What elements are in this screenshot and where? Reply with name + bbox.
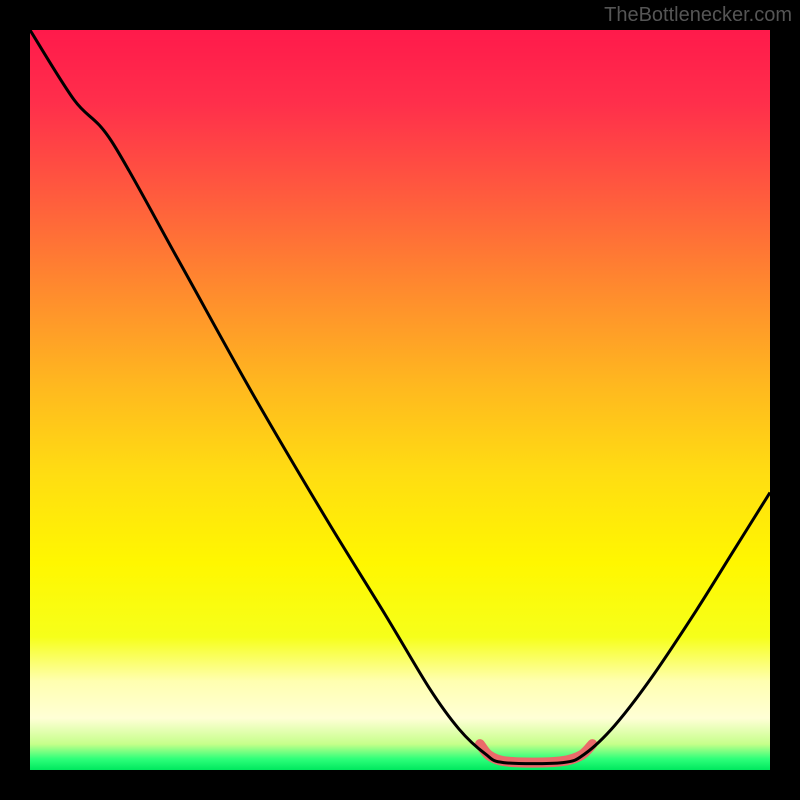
chart-svg (30, 30, 770, 770)
gradient-background (30, 30, 770, 770)
attribution-text: TheBottlenecker.com (604, 4, 792, 27)
bottleneck-chart (30, 30, 770, 770)
